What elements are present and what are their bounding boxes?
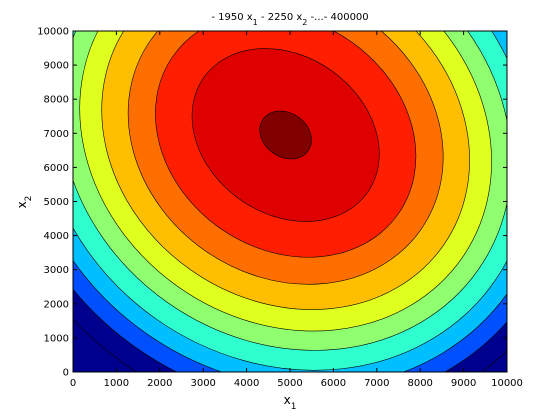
y-tick-label: 4000 <box>44 231 69 242</box>
x-tick-label: 3000 <box>190 378 215 389</box>
y-tick-label: 1000 <box>44 333 69 344</box>
x-tick-label: 5000 <box>277 378 302 389</box>
x-tick-label: 2000 <box>147 378 172 389</box>
y-tick-label: 9000 <box>44 61 69 72</box>
y-tick-label: 7000 <box>44 129 69 140</box>
y-tick-label: 0 <box>63 368 69 379</box>
x-axis-label: x1 <box>284 393 297 412</box>
y-axis-label: x2 <box>15 196 34 209</box>
y-tick-label: 3000 <box>44 265 69 276</box>
x-tick-label: 4000 <box>234 378 259 389</box>
x-tick-label: 6000 <box>321 378 346 389</box>
y-tick-label: 5000 <box>44 197 69 208</box>
x-tick-label: 7000 <box>364 378 389 389</box>
y-tick-label: 8000 <box>44 95 69 106</box>
y-tick-label: 2000 <box>44 299 69 310</box>
x-tick-label: 10000 <box>491 378 523 389</box>
chart-title: - 1950 x1 - 2250 x2 -...- 400000 <box>211 12 368 27</box>
y-tick-label: 6000 <box>44 163 69 174</box>
x-tick-label: 9000 <box>451 378 476 389</box>
x-tick-label: 0 <box>70 378 76 389</box>
y-tick-label: 10000 <box>37 27 69 38</box>
x-tick-label: 8000 <box>407 378 432 389</box>
x-tick-label: 1000 <box>104 378 129 389</box>
